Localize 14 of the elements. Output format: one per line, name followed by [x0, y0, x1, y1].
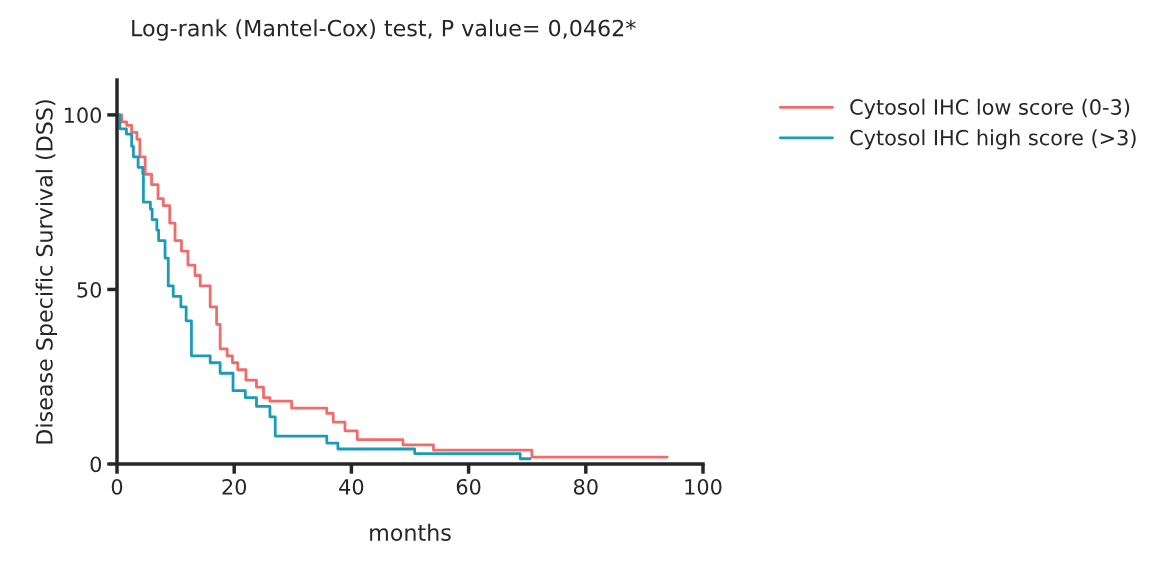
x-tick-label: 0 — [111, 478, 123, 495]
x-tick-label: 100 — [685, 478, 722, 495]
y-tick-label: 0 — [90, 456, 102, 473]
y-axis-title: Disease Specific Survival (DSS) — [35, 100, 58, 444]
x-axis-title: months — [370, 523, 451, 541]
x-tick-label: 60 — [456, 478, 481, 495]
legend-label: Cytosol IHC high score (>3) — [850, 129, 1136, 150]
y-tick-label: 50 — [77, 281, 102, 298]
legend-label: Cytosol IHC low score (0-3) — [850, 98, 1130, 119]
x-tick-label: 20 — [222, 478, 247, 495]
x-tick-label: 80 — [573, 478, 598, 495]
y-tick-label: 100 — [64, 107, 102, 124]
x-tick-label: 40 — [339, 478, 364, 495]
chart-title: Log-rank (Mantel-Cox) test, P value= 0,0462* — [132, 19, 636, 41]
